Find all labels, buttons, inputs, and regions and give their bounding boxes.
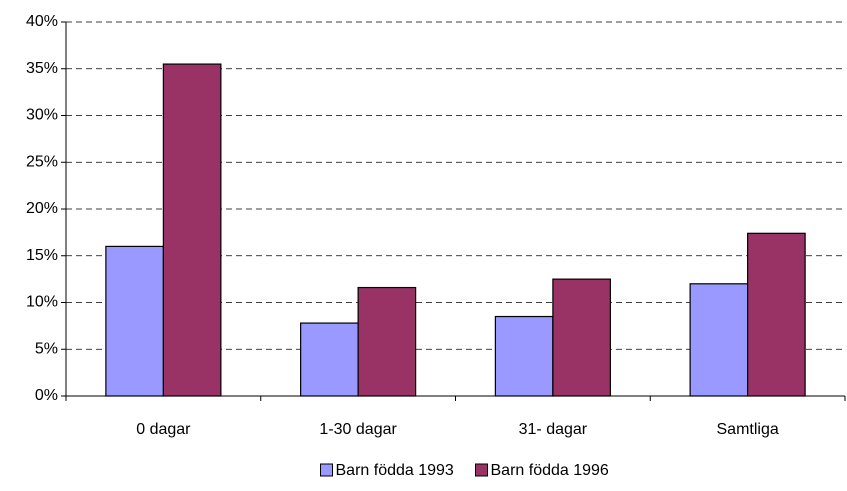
legend-label: Barn födda 1993 (336, 462, 454, 479)
bar (689, 283, 749, 397)
y-tick-label: 10% (26, 294, 58, 311)
legend-label: Barn födda 1996 (491, 462, 609, 479)
x-tick-label: Samtliga (717, 421, 779, 438)
y-tick-label: 35% (26, 60, 58, 77)
x-tick-label: 0 dagar (136, 421, 191, 438)
x-tick-label: 31- dagar (519, 421, 588, 438)
x-tick-label: 1-30 dagar (319, 421, 397, 438)
y-tick-label: 40% (26, 13, 58, 30)
legend-swatch (475, 463, 488, 477)
bar (357, 286, 417, 397)
bar (300, 322, 359, 397)
y-tick-label: 20% (26, 200, 58, 217)
y-tick-label: 15% (26, 247, 58, 264)
bar (552, 278, 611, 397)
bar (162, 63, 222, 397)
y-tick-label: 0% (35, 387, 58, 404)
legend-swatch (320, 463, 333, 477)
y-tick-label: 30% (26, 107, 58, 124)
y-tick-label: 5% (35, 340, 58, 357)
bar (105, 245, 164, 397)
bar (494, 315, 554, 397)
bar (747, 232, 806, 397)
y-tick-label: 25% (26, 153, 58, 170)
